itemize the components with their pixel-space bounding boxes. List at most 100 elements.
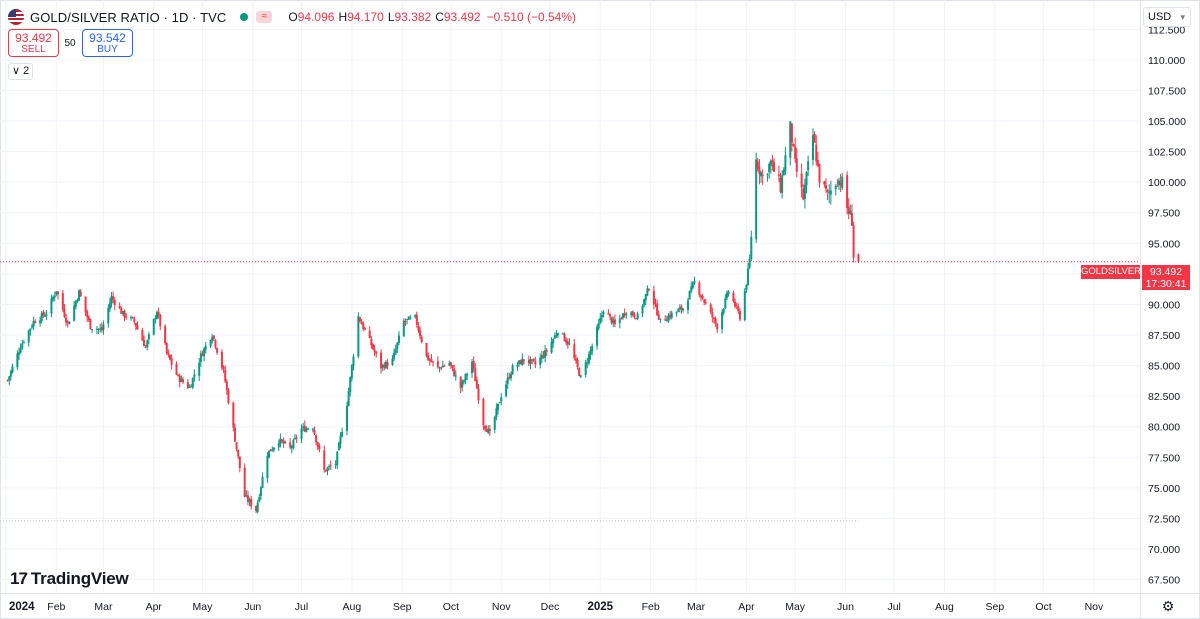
candle-body-up <box>509 374 512 379</box>
candle-body-up <box>352 356 355 366</box>
bar-countdown: 17:30:41 <box>1145 278 1187 290</box>
symbol-title[interactable]: GOLD/SILVER RATIO · 1D · TVC <box>30 9 227 25</box>
gear-icon[interactable]: ⚙ <box>1161 598 1175 614</box>
candle-body-down <box>484 425 487 429</box>
candle-body-up <box>841 176 844 188</box>
candle-body-up <box>406 318 409 320</box>
candle-body-down <box>680 306 683 310</box>
candle-body-down <box>701 296 704 299</box>
candle-body-down <box>664 319 667 321</box>
candle-body-down <box>846 175 849 209</box>
candle-body-up <box>555 334 558 337</box>
candle-body-down <box>61 293 64 310</box>
candle-body-up <box>339 435 342 444</box>
candle-body-down <box>735 305 738 307</box>
candle-body-up <box>724 298 727 309</box>
x-tick-label: Sep <box>393 601 412 613</box>
candle-body-up <box>271 449 274 451</box>
currency-select[interactable]: USD ▾ <box>1143 7 1191 27</box>
candle-body-up <box>659 318 662 320</box>
candle-body-down <box>839 182 842 186</box>
candle-body-up <box>781 175 784 194</box>
candle-body-up <box>349 377 352 393</box>
candle-body-up <box>95 328 98 330</box>
candle-body-down <box>795 158 798 172</box>
candle-body-up <box>78 290 81 301</box>
candle-body-up <box>256 502 259 513</box>
candle-body-up <box>146 340 149 348</box>
candle-body-up <box>357 316 360 357</box>
candle-body-down <box>824 185 827 189</box>
candle-body-up <box>337 443 340 451</box>
candle-body-up <box>828 192 831 194</box>
candle-body-down <box>89 319 92 330</box>
candle-body-up <box>641 305 644 314</box>
candle-body-up <box>277 443 280 448</box>
candle-body-up <box>9 371 12 377</box>
candle-body-down <box>430 359 433 362</box>
candle-body-up <box>678 307 681 309</box>
candle-body-up <box>587 353 590 364</box>
tradingview-logo[interactable]: 17 TradingView <box>10 568 129 590</box>
buy-label: BUY <box>97 44 118 55</box>
candle-body-up <box>32 320 35 327</box>
candle-body-up <box>258 497 261 502</box>
candle-body-up <box>147 334 150 340</box>
candle-body-up <box>464 374 467 381</box>
candle-body-down <box>63 308 66 317</box>
sell-button[interactable]: 93.492 SELL <box>8 29 59 57</box>
candle-body-down <box>790 123 793 144</box>
candle-body-down <box>613 319 616 325</box>
candle-body-up <box>760 172 763 177</box>
candle-body-up <box>391 358 394 366</box>
candle-body-up <box>686 300 689 310</box>
candle-body-down <box>485 429 488 432</box>
candle-body-down <box>703 299 706 303</box>
candle-body-down <box>440 367 443 369</box>
candle-body-down <box>282 440 285 444</box>
candle-body-up <box>268 450 271 458</box>
candle-body-down <box>818 164 821 183</box>
x-tick-label: Apr <box>738 601 755 613</box>
x-tick-label: 2025 <box>587 601 613 613</box>
candle-body-up <box>829 190 832 195</box>
candle-body-down <box>711 312 714 318</box>
candle-body-down <box>133 318 136 322</box>
low-value: 93.382 <box>394 10 432 24</box>
candle-body-up <box>259 487 262 496</box>
candle-body-up <box>553 335 556 339</box>
candle-body-down <box>545 349 548 352</box>
candle-body-down <box>794 146 797 159</box>
candle-body-up <box>625 313 628 315</box>
candle-body-down <box>375 351 378 354</box>
sell-price: 93.492 <box>15 31 52 45</box>
high-value: 94.170 <box>347 10 384 24</box>
wave-icon[interactable]: ≈ <box>256 11 273 23</box>
indicators-toggle[interactable]: ∨ 2 <box>8 63 34 80</box>
candle-body-down <box>313 430 316 435</box>
candle-body-down <box>607 313 610 315</box>
candle-body-up <box>102 324 105 330</box>
y-tick-label: 95.000 <box>1148 238 1180 250</box>
last-price: 93.492 <box>1149 266 1183 278</box>
x-tick-label: Mar <box>94 601 113 613</box>
candle-body-down <box>443 365 446 367</box>
candle-body-down <box>281 439 284 442</box>
market-status-icon[interactable] <box>240 13 249 21</box>
candle-body-down <box>857 254 860 262</box>
candles <box>6 121 860 514</box>
candle-body-up <box>438 367 441 369</box>
buy-button[interactable]: 93.542 BUY <box>82 29 133 57</box>
candle-body-down <box>565 340 568 343</box>
candle-body-up <box>326 467 329 471</box>
candle-body-down <box>168 354 171 360</box>
candle-body-down <box>87 316 90 321</box>
candle-body-up <box>290 446 293 449</box>
candle-body-down <box>175 363 178 375</box>
candle-body-down <box>131 317 134 319</box>
candle-body-up <box>636 313 639 320</box>
candle-body-down <box>170 358 173 365</box>
y-tick-label: 72.500 <box>1148 513 1180 525</box>
